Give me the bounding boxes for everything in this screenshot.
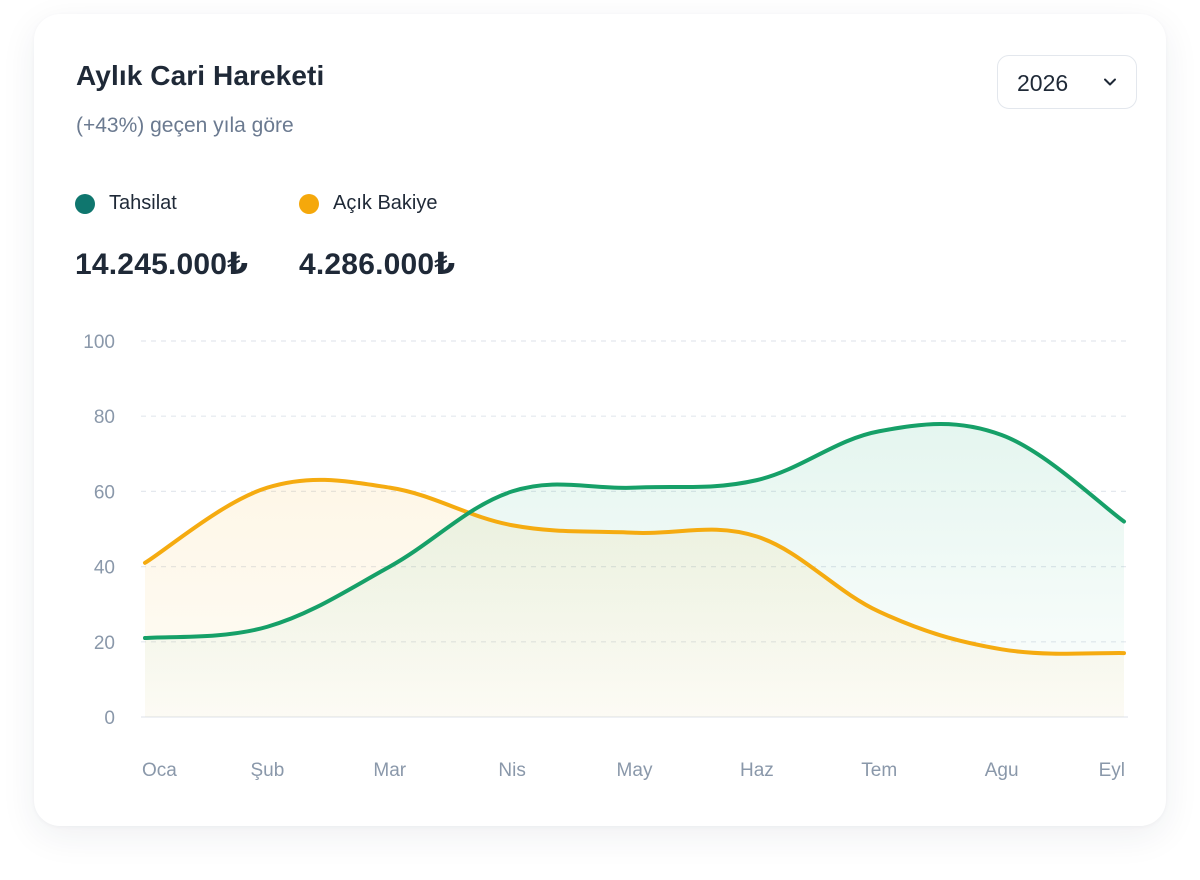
total-acik-bakiye: 4.286.000₺ <box>299 248 456 281</box>
legend-label: Tahsilat <box>109 192 177 214</box>
chart-card: Aylık Cari Hareketi (+43%) geçen yıla gö… <box>34 14 1166 826</box>
x-tick-label: Şub <box>250 760 284 781</box>
year-select-value: 2026 <box>1017 70 1069 96</box>
chart-subtitle: (+43%) geçen yıla göre <box>76 114 294 137</box>
chevron-down-icon <box>1104 78 1116 86</box>
total-tahsilat: 14.245.000₺ <box>75 248 249 281</box>
year-select[interactable]: 2026 <box>997 55 1137 109</box>
x-tick-label: Tem <box>861 760 897 781</box>
x-tick-label: Mar <box>373 760 406 781</box>
area-chart: 0 20 40 60 80 100 Oca Şub Mar Nis May Haz Tem Agu Eyl <box>83 332 1128 781</box>
series-line-tahsilat <box>143 421 1126 641</box>
x-tick-label: May <box>617 760 653 781</box>
legend-item-tahsilat: Tahsilat <box>75 192 177 215</box>
y-tick-label: 40 <box>94 558 115 579</box>
y-tick-label: 60 <box>94 482 115 503</box>
y-tick-label: 0 <box>104 708 115 729</box>
series-line-acik-bakiye <box>143 477 1126 656</box>
legend-dot-tahsilat <box>75 193 95 214</box>
legend-label: Açık Bakiye <box>333 192 438 214</box>
x-tick-label: Oca <box>142 760 177 781</box>
legend-dot-acik-bakiye <box>299 193 319 214</box>
y-tick-label: 100 <box>83 332 115 353</box>
x-tick-label: Agu <box>985 760 1019 781</box>
x-tick-label: Eyl <box>1099 760 1125 781</box>
y-tick-label: 20 <box>94 633 115 654</box>
chart-title: Aylık Cari Hareketi <box>76 60 325 91</box>
x-tick-label: Nis <box>498 760 525 781</box>
series-area-tahsilat <box>145 423 1124 717</box>
x-tick-label: Haz <box>740 760 774 781</box>
y-tick-label: 80 <box>94 407 115 428</box>
legend-item-acik-bakiye: Açık Bakiye <box>299 192 437 215</box>
